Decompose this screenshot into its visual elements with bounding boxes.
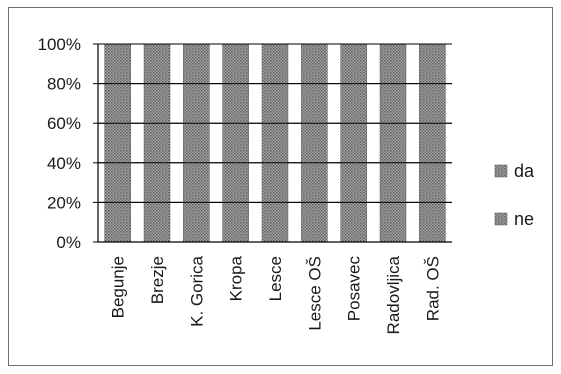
bar-da (301, 43, 328, 243)
bar-da (143, 43, 171, 243)
x-tick-label: Lesce (266, 256, 285, 301)
x-tick-label: K. Gorica (187, 255, 206, 326)
legend-label-da: da (514, 161, 535, 181)
legend-swatch-da (494, 164, 508, 178)
bar-da (104, 43, 131, 243)
bar-da (419, 43, 446, 243)
x-tick-label: Radovljica (384, 255, 403, 334)
legend-swatch-ne (494, 212, 508, 226)
x-tick-label: Lesce OŠ (305, 256, 324, 331)
y-tick-label: 20% (47, 193, 81, 212)
legend-label-ne: ne (514, 209, 534, 229)
y-tick-labels: 0% 20% 40% 60% 80% 100% (38, 35, 81, 252)
x-tick-label: Kropa (227, 255, 246, 301)
bar-da (340, 43, 367, 243)
bar-da (261, 43, 289, 243)
bar-da (183, 43, 210, 243)
x-tick-labels: Begunje Brezje K. Gorica Kropa Lesce Lesce OŠ… (109, 255, 443, 334)
y-tick-label: 0% (56, 233, 81, 252)
y-tick-label: 80% (47, 75, 81, 94)
y-tick-label: 60% (47, 114, 81, 133)
axes (93, 43, 452, 243)
bar-da (379, 43, 407, 243)
legend: da ne (494, 161, 535, 229)
bars (104, 43, 446, 243)
x-tick-label: Rad. OŠ (423, 256, 442, 321)
y-tick-label: 40% (47, 154, 81, 173)
x-tick-label: Brezje (148, 256, 167, 304)
x-tick-label: Posavec (345, 256, 364, 322)
y-tick-label: 100% (38, 35, 81, 54)
x-tick-label: Begunje (109, 256, 128, 318)
bar-da (222, 43, 249, 243)
